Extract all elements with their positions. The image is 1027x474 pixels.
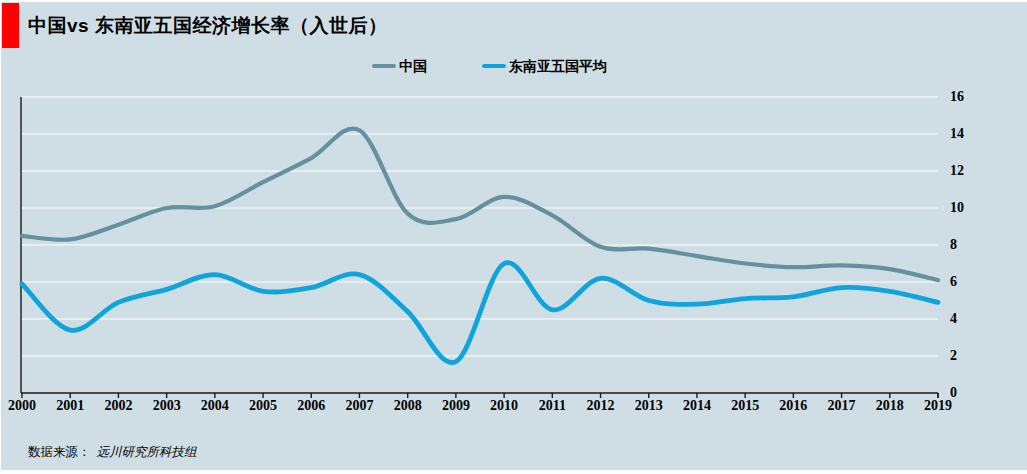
legend-label-sea: 东南亚五国平均 bbox=[509, 58, 607, 74]
data-source-name: 远川研究所科技组 bbox=[97, 445, 197, 459]
chart-title: 中国vs 东南亚五国经济增长率（入世后） bbox=[28, 13, 387, 39]
title-accent-block bbox=[2, 3, 19, 48]
y-axis-label: 16 bbox=[950, 89, 980, 105]
sea-line-swatch-icon bbox=[482, 64, 506, 69]
china-line-swatch-icon bbox=[372, 64, 396, 69]
x-axis-label: 2008 bbox=[384, 398, 432, 414]
data-source: 数据来源： 远川研究所科技组 bbox=[28, 444, 197, 461]
data-source-prefix: 数据来源： bbox=[28, 445, 91, 459]
x-axis-label: 2007 bbox=[335, 398, 383, 414]
x-axis-label: 2005 bbox=[239, 398, 287, 414]
x-axis-label: 2003 bbox=[143, 398, 191, 414]
x-axis-label: 2006 bbox=[287, 398, 335, 414]
x-axis-label: 2010 bbox=[480, 398, 528, 414]
frame-edge-left bbox=[0, 0, 1, 474]
x-axis-label: 2001 bbox=[46, 398, 94, 414]
y-axis-label: 14 bbox=[950, 126, 980, 142]
x-axis-label: 2015 bbox=[721, 398, 769, 414]
x-axis-label: 2000 bbox=[0, 398, 46, 414]
frame-edge-top bbox=[0, 0, 1027, 2]
y-axis-label: 12 bbox=[950, 163, 980, 179]
x-axis-label: 2014 bbox=[673, 398, 721, 414]
y-axis-label: 8 bbox=[950, 237, 980, 253]
y-axis-label: 4 bbox=[950, 311, 980, 327]
legend-item-sea: 东南亚五国平均 bbox=[482, 58, 607, 74]
x-axis-label: 2012 bbox=[577, 398, 625, 414]
frame-edge-bottom bbox=[0, 470, 1027, 474]
sea-series-line bbox=[22, 263, 938, 363]
x-axis-label: 2004 bbox=[191, 398, 239, 414]
y-axis-label: 10 bbox=[950, 200, 980, 216]
chart-panel: 中国vs 东南亚五国经济增长率（入世后） 中国 东南亚五国平均 20002001… bbox=[0, 0, 1027, 474]
y-axis-label: 6 bbox=[950, 274, 980, 290]
x-axis-label: 2002 bbox=[94, 398, 142, 414]
x-axis-label: 2017 bbox=[818, 398, 866, 414]
legend-label-china: 中国 bbox=[399, 58, 427, 74]
china-series-line bbox=[22, 128, 938, 280]
x-axis-label: 2013 bbox=[625, 398, 673, 414]
x-axis-label: 2011 bbox=[528, 398, 576, 414]
x-axis-label: 2009 bbox=[432, 398, 480, 414]
y-axis-label: 0 bbox=[950, 385, 980, 401]
x-axis-label: 2016 bbox=[769, 398, 817, 414]
y-axis-label: 2 bbox=[950, 348, 980, 364]
x-axis-label: 2018 bbox=[866, 398, 914, 414]
legend-item-china: 中国 bbox=[372, 58, 427, 74]
